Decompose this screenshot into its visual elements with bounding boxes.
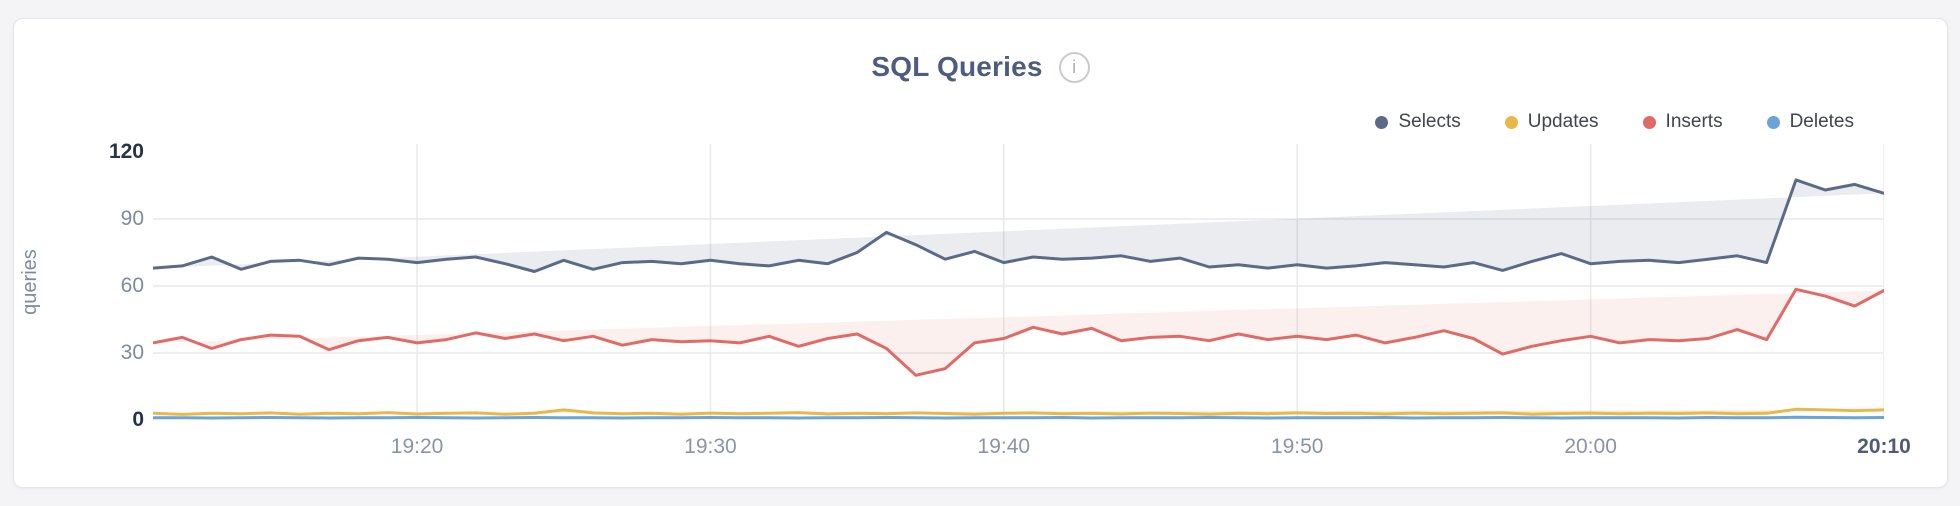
series-line-selects (153, 178, 1884, 273)
x-tick-label: 19:30 (684, 435, 737, 458)
legend: Selects Updates Inserts Deletes (1375, 109, 1854, 135)
info-icon[interactable]: i (1058, 51, 1090, 83)
x-tick-label: 19:20 (390, 435, 444, 458)
y-tick-label: 90 (120, 207, 144, 230)
legend-label: Inserts (1665, 111, 1723, 132)
x-tick-label: 20:00 (1564, 435, 1617, 458)
x-tick-label: 19:50 (1270, 435, 1324, 458)
y-axis-title: queries (19, 249, 41, 315)
chart-title: SQL Queries (871, 51, 1043, 82)
chart-card: SQL Queries i Selects Updates Inserts Delet… (13, 18, 1948, 488)
series-line-inserts (153, 287, 1884, 377)
info-icon-glyph: i (1072, 56, 1077, 77)
legend-label: Updates (1527, 111, 1599, 132)
chart-header: SQL Queries i (14, 49, 1947, 85)
legend-item-selects[interactable]: Selects (1375, 111, 1461, 133)
legend-item-updates[interactable]: Updates (1504, 111, 1599, 133)
x-tick-label: 20:10 (1857, 435, 1911, 458)
series-line-deletes (153, 415, 1884, 420)
legend-label: Deletes (1789, 111, 1854, 132)
series-line-updates (153, 407, 1884, 416)
x-tick-label: 19:40 (977, 435, 1031, 458)
legend-item-inserts[interactable]: Inserts (1642, 111, 1723, 133)
y-tick-label: 30 (120, 341, 144, 364)
legend-dot (1642, 115, 1656, 129)
y-tick-label: 0 (132, 408, 144, 431)
y-tick-label: 60 (120, 274, 144, 297)
series-area-selects (153, 179, 1884, 272)
plot-area[interactable] (153, 119, 1884, 426)
legend-item-deletes[interactable]: Deletes (1766, 111, 1854, 133)
y-tick-label: 120 (108, 140, 144, 163)
legend-dot (1504, 115, 1518, 129)
legend-label: Selects (1398, 111, 1461, 132)
legend-dot (1766, 115, 1780, 129)
legend-dot (1375, 115, 1389, 129)
